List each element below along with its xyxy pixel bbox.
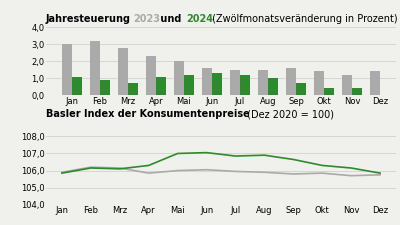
Bar [240,75,250,95]
Text: (Zwölfmonatsveränderung in Prozent): (Zwölfmonatsveränderung in Prozent) [209,14,398,24]
Bar [62,44,72,95]
Bar [202,68,212,95]
Bar [156,77,166,95]
Bar [128,83,138,95]
Bar [72,76,82,95]
Bar [230,70,240,95]
Text: Basler Index der Konsumentenpreise: Basler Index der Konsumentenpreise [46,109,250,119]
Text: Jahresteuerung: Jahresteuerung [46,14,134,24]
Text: 2023: 2023 [134,14,160,24]
Bar [352,88,362,95]
Bar [174,61,184,95]
Bar [324,88,334,95]
Bar [268,78,278,95]
Text: und: und [157,14,184,24]
Text: 2024: 2024 [186,14,213,24]
Bar [146,56,156,95]
Bar [342,75,352,95]
Bar [286,68,296,95]
Bar [184,75,194,95]
Bar [118,47,128,95]
Text: (Dez 2020 = 100): (Dez 2020 = 100) [244,109,334,119]
Bar [100,80,110,95]
Bar [370,72,380,95]
Bar [314,72,324,95]
Bar [258,70,268,95]
Bar [212,73,222,95]
Bar [296,83,306,95]
Bar [90,41,100,95]
